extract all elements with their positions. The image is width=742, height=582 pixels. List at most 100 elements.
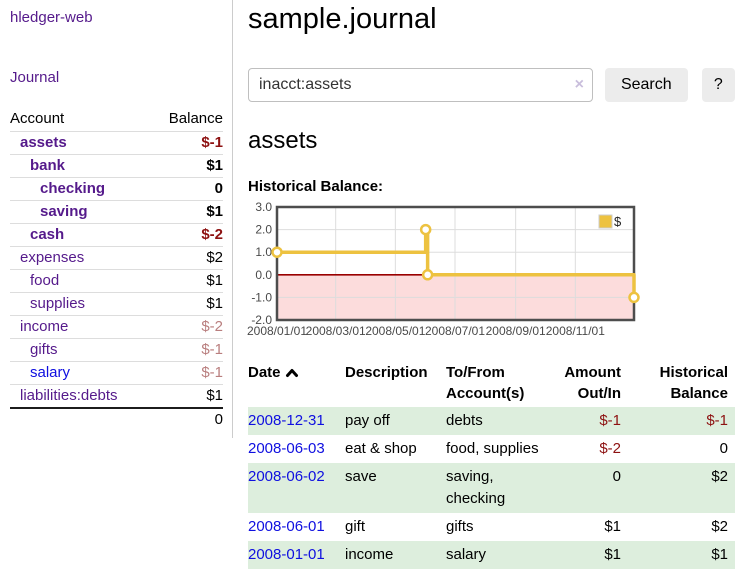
main-content: sample.journal × Search ? assets Histori… [233, 0, 742, 569]
transaction-row[interactable]: 2008-06-01 gift gifts $1 $2 [248, 513, 735, 541]
transaction-date-link[interactable]: 2008-06-03 [248, 440, 325, 457]
brand-link[interactable]: hledger-web [10, 9, 93, 26]
account-row: gifts $-1 [10, 338, 223, 362]
account-link-bank[interactable]: bank [30, 157, 66, 174]
transaction-balance: $2 [711, 468, 728, 485]
accounts-table: Account Balance assets $-1 bank $1 check… [10, 107, 223, 431]
account-link-liabilities-debts[interactable]: liabilities:debts [20, 387, 118, 404]
register-header-date: Date [248, 359, 345, 407]
account-row: assets $-1 [10, 131, 223, 155]
historical-balance-chart: 3.0 2.0 1.0 0.0 -1.0 -2.0 2008/01/01 2008/03/01… [247, 200, 735, 342]
transaction-row[interactable]: 2008-06-02 save saving, checking 0 $2 [248, 463, 735, 513]
transaction-balance: $1 [711, 546, 728, 563]
transaction-description: save [345, 468, 377, 485]
search-form: × Search ? [248, 68, 735, 102]
transaction-accounts: salary [446, 546, 487, 563]
account-row: liabilities:debts $1 [10, 384, 223, 409]
register-header-balance: Historical Balance [659, 364, 728, 402]
search-input[interactable] [248, 68, 593, 102]
transaction-accounts: debts [446, 412, 483, 429]
account-link-income[interactable]: income [20, 318, 69, 335]
account-balance: $-1 [201, 364, 223, 381]
account-row: expenses $2 [10, 246, 223, 270]
account-row: income $-2 [10, 315, 223, 339]
account-balance: 0 [214, 180, 223, 197]
svg-text:$: $ [614, 214, 622, 229]
register-header-account: To/From Account(s) [446, 364, 525, 402]
transaction-row[interactable]: 2008-06-03 eat & shop food, supplies $-2… [248, 435, 735, 463]
accounts-header-balance: Balance [168, 110, 223, 127]
transaction-amount: $-1 [599, 412, 621, 429]
account-balance: $1 [206, 157, 223, 174]
svg-text:3.0: 3.0 [255, 200, 272, 214]
sidebar-item-journal[interactable]: Journal [10, 69, 60, 86]
svg-text:2008/01/01: 2008/01/01 [247, 324, 307, 338]
clear-search-icon[interactable]: × [574, 76, 584, 93]
transaction-date-link[interactable]: 2008-01-01 [248, 546, 325, 563]
transaction-date-link[interactable]: 2008-12-31 [248, 412, 325, 429]
transaction-amount: 0 [612, 468, 621, 485]
help-button[interactable]: ? [701, 68, 735, 102]
account-row: salary $-1 [10, 361, 223, 385]
transaction-description: income [345, 546, 394, 563]
transaction-accounts: gifts [446, 518, 474, 535]
account-row: saving $1 [10, 200, 223, 224]
account-balance: $2 [206, 249, 223, 266]
account-link-food[interactable]: food [30, 272, 60, 289]
transaction-balance: $-1 [706, 412, 728, 429]
transaction-description: pay off [345, 412, 390, 429]
account-link-checking[interactable]: checking [40, 180, 106, 197]
transaction-description: gift [345, 518, 366, 535]
transaction-accounts: saving, checking [446, 468, 506, 507]
account-link-assets[interactable]: assets [20, 134, 67, 151]
sort-ascending-icon[interactable] [285, 363, 299, 384]
account-balance: $1 [206, 203, 223, 220]
register-table: Date Description To/From Account(s) Amou… [248, 359, 735, 569]
accounts-header-account: Account [10, 110, 65, 127]
transaction-amount: $1 [604, 546, 621, 563]
search-button[interactable]: Search [604, 68, 688, 102]
svg-text:1.0: 1.0 [255, 245, 272, 259]
balance-chart-svg: 3.0 2.0 1.0 0.0 -1.0 -2.02008/01/012008/03/01… [247, 200, 640, 338]
account-balance: $-2 [201, 318, 223, 335]
transaction-balance: $2 [711, 518, 728, 535]
register-header-row: Date Description To/From Account(s) Amou… [248, 359, 735, 407]
account-link-expenses[interactable]: expenses [20, 249, 85, 266]
transaction-accounts: food, supplies [446, 440, 539, 457]
page-title: sample.journal [248, 3, 437, 35]
transaction-description: eat & shop [345, 440, 417, 457]
register-header-description: Description [345, 364, 428, 381]
transaction-row[interactable]: 2008-01-01 income salary $1 $1 [248, 541, 735, 569]
account-heading: assets [248, 127, 318, 154]
svg-text:2008/07/01: 2008/07/01 [425, 324, 485, 338]
account-link-saving[interactable]: saving [40, 203, 88, 220]
account-row: checking 0 [10, 177, 223, 201]
transaction-balance: 0 [719, 440, 728, 457]
account-balance: $-2 [201, 226, 223, 243]
accounts-total-value: 0 [214, 411, 223, 428]
account-balance: $1 [206, 295, 223, 312]
chart-title: Historical Balance: [248, 178, 384, 195]
account-row: cash $-2 [10, 223, 223, 247]
svg-text:-2.0: -2.0 [251, 313, 272, 327]
account-balance: $1 [206, 387, 223, 404]
transaction-date-link[interactable]: 2008-06-01 [248, 518, 325, 535]
svg-text:2.0: 2.0 [255, 223, 272, 237]
account-balance: $-1 [201, 341, 223, 358]
account-link-gifts[interactable]: gifts [30, 341, 58, 358]
account-balance: $-1 [201, 134, 223, 151]
register-header-amount: Amount Out/In [564, 364, 621, 402]
transaction-amount: $1 [604, 518, 621, 535]
transaction-amount: $-2 [599, 440, 621, 457]
account-link-salary[interactable]: salary [30, 364, 71, 381]
account-row: bank $1 [10, 154, 223, 178]
transaction-row[interactable]: 2008-12-31 pay off debts $-1 $-1 [248, 407, 735, 435]
svg-text:0.0: 0.0 [255, 268, 272, 282]
account-link-supplies[interactable]: supplies [30, 295, 86, 312]
account-link-cash[interactable]: cash [30, 226, 65, 243]
svg-text:2008/09/01: 2008/09/01 [486, 324, 546, 338]
svg-text:2008/11/01: 2008/11/01 [546, 324, 605, 338]
sidebar: hledger-web Journal Account Balance asse… [0, 0, 233, 438]
svg-text:-1.0: -1.0 [251, 290, 272, 304]
transaction-date-link[interactable]: 2008-06-02 [248, 468, 325, 485]
